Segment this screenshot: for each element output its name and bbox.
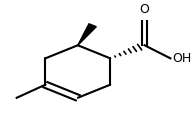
Text: OH: OH [172,52,191,65]
Polygon shape [78,24,96,45]
Text: O: O [139,4,149,16]
